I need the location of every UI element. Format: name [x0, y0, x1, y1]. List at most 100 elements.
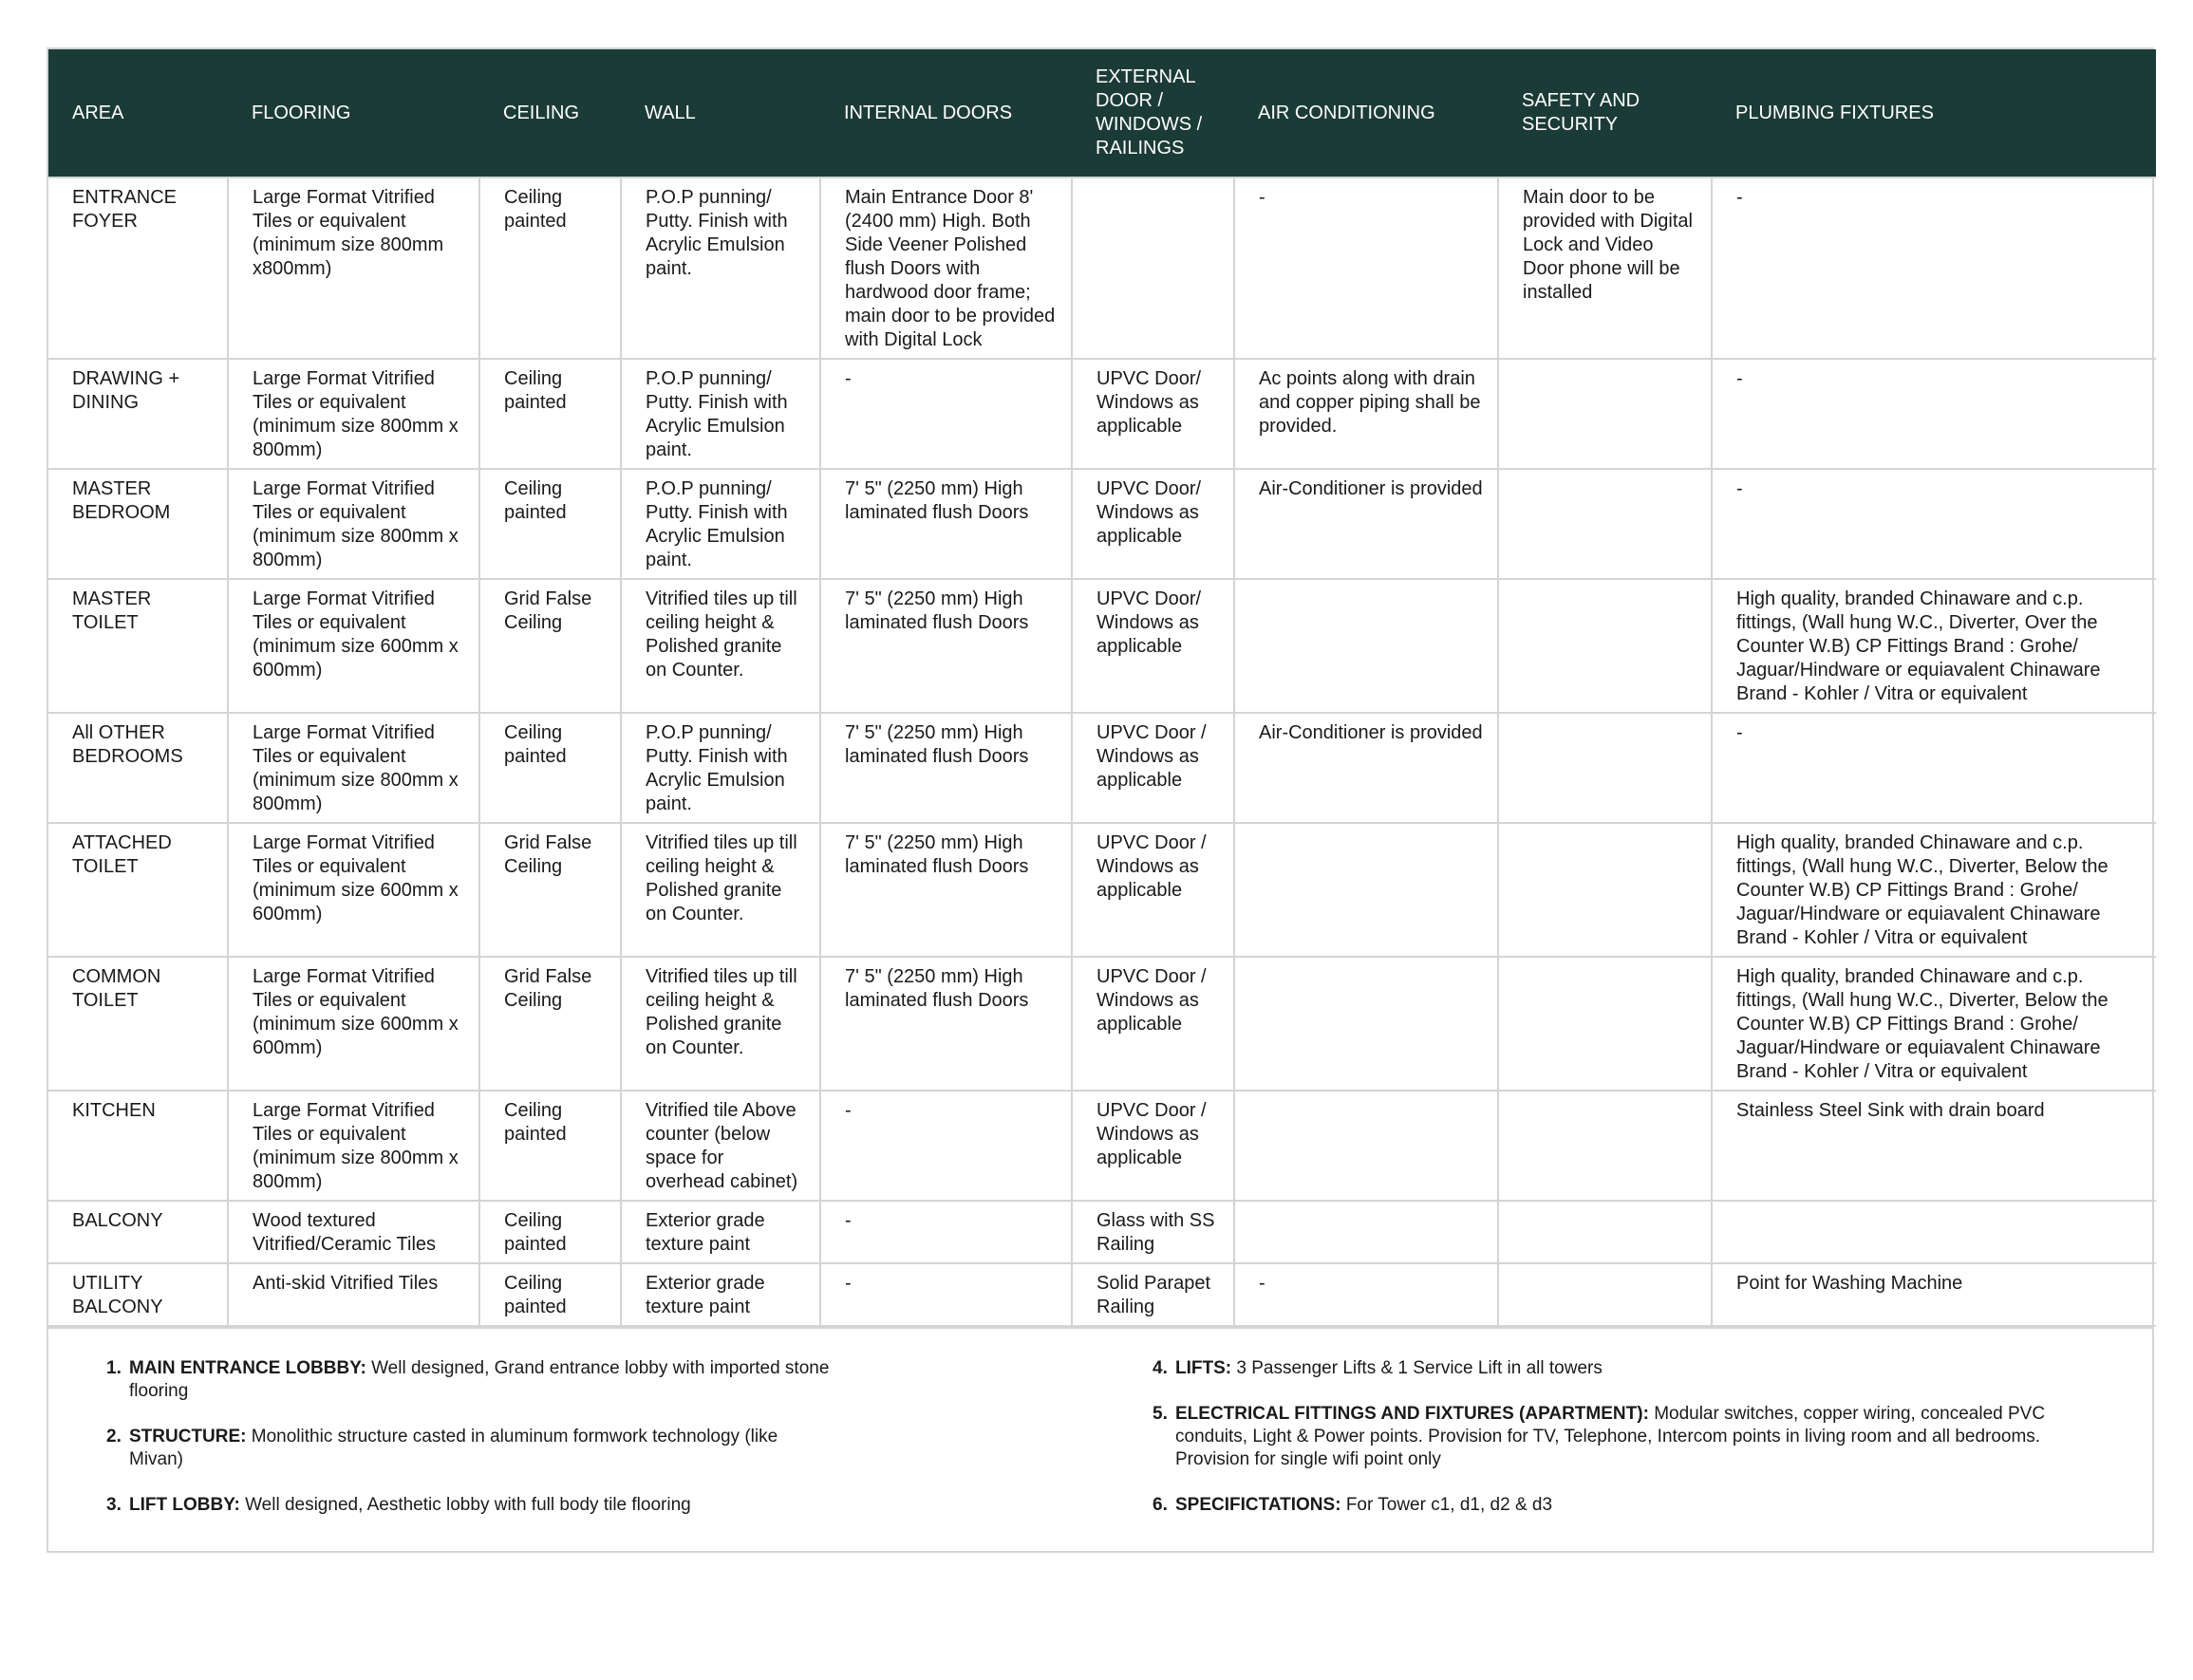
note-label: MAIN ENTRANCE LOBBBY:: [129, 1358, 366, 1378]
spec-cell: P.O.P punning/ Putty. Finish with Acryli…: [620, 712, 821, 824]
notes-right: 4. LIFTS: 3 Passenger Lifts & 1 Service L…: [1153, 1357, 2152, 1551]
note-body: STRUCTURE: Monolithic structure casted i…: [129, 1426, 830, 1471]
spec-cell: [1497, 822, 1713, 958]
table-row: MASTER BEDROOM Large Format Vitrified Til…: [48, 468, 2156, 580]
area-cell: UTILITY BALCONY: [48, 1262, 229, 1327]
spec-cell: -: [1711, 712, 2156, 824]
note: 2. STRUCTURE: Monolithic structure casted…: [106, 1426, 830, 1471]
table-row: MASTER TOILET Large Format Vitrified Tile…: [48, 578, 2156, 714]
note-label: LIFTS:: [1175, 1358, 1232, 1378]
spec-cell: Point for Washing Machine: [1711, 1262, 2156, 1327]
note-number: 6.: [1153, 1495, 1168, 1515]
spec-cell: [1711, 1200, 2156, 1264]
spec-table: AREA FLOORING CEILING WALL INTERNAL DOORS EXT…: [48, 49, 2156, 1327]
note: 4. LIFTS: 3 Passenger Lifts & 1 Service L…: [1153, 1357, 2114, 1380]
area-cell: BALCONY: [48, 1200, 229, 1264]
area-cell: MASTER BEDROOM: [48, 468, 229, 580]
spec-cell: 7' 5" (2250 mm) High laminated flush Doo…: [819, 956, 1073, 1092]
spec-cell: -: [1711, 177, 2156, 360]
note-body: LIFTS: 3 Passenger Lifts & 1 Service Lif…: [1175, 1357, 1603, 1380]
spec-cell: Vitrified tile Above counter (below spac…: [620, 1090, 821, 1202]
note-label: SPECIFICTATIONS:: [1175, 1495, 1341, 1515]
spec-cell: -: [819, 1262, 1073, 1327]
column-header: FLOORING: [228, 49, 479, 177]
spec-cell: P.O.P punning/ Putty. Finish with Acryli…: [620, 468, 821, 580]
spec-cell: 7' 5" (2250 mm) High laminated flush Doo…: [819, 712, 1073, 824]
spec-cell: Wood textured Vitrified/Ceramic Tiles: [227, 1200, 480, 1264]
spec-cell: UPVC Door / Windows as applicable: [1071, 712, 1235, 824]
spec-cell: Large Format Vitrified Tiles or equivale…: [227, 1090, 480, 1202]
spec-cell: [1497, 578, 1713, 714]
spec-cell: Large Format Vitrified Tiles or equivale…: [227, 468, 480, 580]
spec-cell: -: [1711, 468, 2156, 580]
notes-left: 1. MAIN ENTRANCE LOBBBY: Well designed, G…: [48, 1357, 1153, 1551]
column-header: INTERNAL DOORS: [820, 49, 1072, 177]
spec-cell: Grid False Ceiling: [478, 822, 622, 958]
note-text: 3 Passenger Lifts & 1 Service Lift in al…: [1236, 1358, 1603, 1378]
spec-cell: [1071, 177, 1235, 360]
spec-cell: -: [819, 1090, 1073, 1202]
spec-cell: [1497, 956, 1713, 1092]
note-label: STRUCTURE:: [129, 1427, 247, 1447]
spec-cell: High quality, branded Chinaware and c.p.…: [1711, 822, 2156, 958]
spec-cell: -: [1233, 177, 1499, 360]
column-header: AREA: [48, 49, 228, 177]
column-header: WALL: [621, 49, 820, 177]
spec-cell: Main door to be provided with Digital Lo…: [1497, 177, 1713, 360]
spec-cell: Vitrified tiles up till ceiling height &…: [620, 956, 821, 1092]
spec-cell: [1497, 1200, 1713, 1264]
spec-cell: Exterior grade texture paint: [620, 1262, 821, 1327]
spec-cell: Grid False Ceiling: [478, 578, 622, 714]
spec-cell: [1233, 578, 1499, 714]
column-header: SAFETY AND SECURITY: [1498, 49, 1712, 177]
spec-cell: Air-Conditioner is provided: [1233, 468, 1499, 580]
spec-cell: UPVC Door/ Windows as applicable: [1071, 468, 1235, 580]
spec-cell: [1497, 358, 1713, 470]
spec-cell: Large Format Vitrified Tiles or equivale…: [227, 956, 480, 1092]
spec-cell: Stainless Steel Sink with drain board: [1711, 1090, 2156, 1202]
note-text: For Tower c1, d1, d2 & d3: [1345, 1495, 1553, 1515]
note-number: 1.: [106, 1358, 122, 1378]
spec-cell: Exterior grade texture paint: [620, 1200, 821, 1264]
area-cell: ENTRANCE FOYER: [48, 177, 229, 360]
column-header: CEILING: [479, 49, 621, 177]
note-text: Monolithic structure casted in aluminum …: [129, 1427, 778, 1469]
spec-cell: UPVC Door / Windows as applicable: [1071, 822, 1235, 958]
spec-cell: -: [819, 1200, 1073, 1264]
spec-cell: -: [1711, 358, 2156, 470]
spec-cell: [1497, 712, 1713, 824]
spec-cell: [1497, 1262, 1713, 1327]
table-body: ENTRANCE FOYER Large Format Vitrified Til…: [48, 177, 2156, 1327]
note-number: 3.: [106, 1495, 122, 1515]
note-body: ELECTRICAL FITTINGS AND FIXTURES (APARTM…: [1175, 1403, 2114, 1471]
spec-cell: Glass with SS Railing: [1071, 1200, 1235, 1264]
column-header: PLUMBING FIXTURES: [1712, 49, 2156, 177]
note-number: 2.: [106, 1427, 122, 1447]
spec-cell: P.O.P punning/ Putty. Finish with Acryli…: [620, 177, 821, 360]
spec-cell: UPVC Door / Windows as applicable: [1071, 956, 1235, 1092]
table-row: All OTHER BEDROOMS Large Format Vitrified…: [48, 712, 2156, 824]
area-cell: MASTER TOILET: [48, 578, 229, 714]
spec-cell: Large Format Vitrified Tiles or equivale…: [227, 822, 480, 958]
spec-cell: Large Format Vitrified Tiles or equivale…: [227, 177, 480, 360]
note: 1. MAIN ENTRANCE LOBBBY: Well designed, G…: [106, 1357, 830, 1403]
spec-cell: Ac points along with drain and copper pi…: [1233, 358, 1499, 470]
note-body: MAIN ENTRANCE LOBBBY: Well designed, Gra…: [129, 1357, 830, 1403]
column-header: AIR CONDITIONING: [1234, 49, 1498, 177]
table-row: COMMON TOILET Large Format Vitrified Tile…: [48, 956, 2156, 1092]
spec-cell: High quality, branded Chinaware and c.p.…: [1711, 956, 2156, 1092]
spec-cell: Main Entrance Door 8' (2400 mm) High. Bo…: [819, 177, 1073, 360]
note-number: 5.: [1153, 1404, 1168, 1424]
note-label: LIFT LOBBY:: [129, 1495, 240, 1515]
table-row: ATTACHED TOILET Large Format Vitrified Ti…: [48, 822, 2156, 958]
spec-cell: Large Format Vitrified Tiles or equivale…: [227, 358, 480, 470]
note-number: 4.: [1153, 1358, 1168, 1378]
spec-cell: Ceiling painted: [478, 358, 622, 470]
note: 3. LIFT LOBBY: Well designed, Aesthetic l…: [106, 1494, 830, 1517]
spec-cell: UPVC Door/ Windows as applicable: [1071, 358, 1235, 470]
spec-cell: UPVC Door/ Windows as applicable: [1071, 578, 1235, 714]
spec-cell: [1233, 956, 1499, 1092]
spec-cell: [1233, 1200, 1499, 1264]
spec-cell: Air-Conditioner is provided: [1233, 712, 1499, 824]
spec-cell: 7' 5" (2250 mm) High laminated flush Doo…: [819, 468, 1073, 580]
